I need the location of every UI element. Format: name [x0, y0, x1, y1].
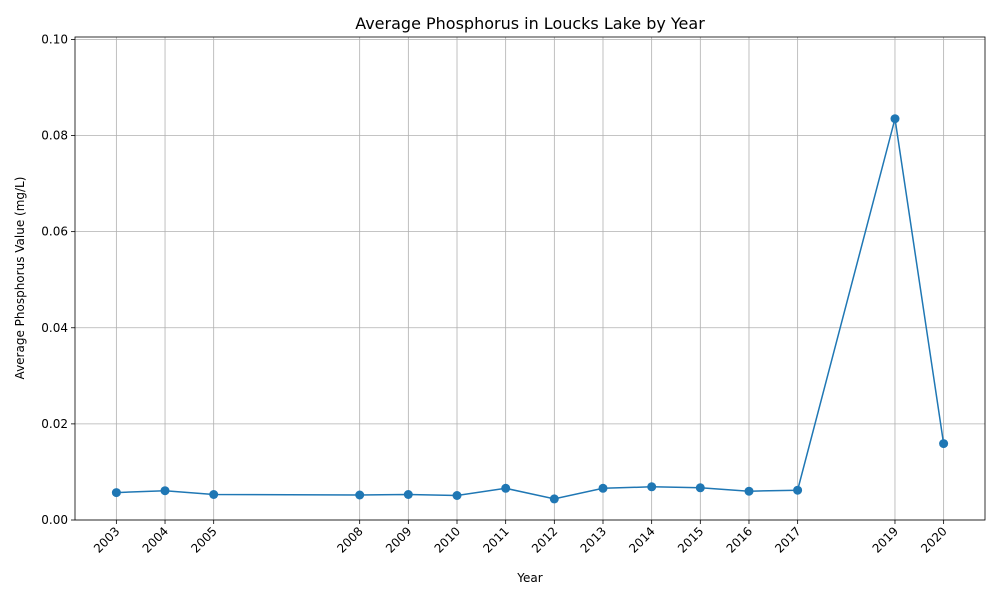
data-point	[209, 490, 219, 499]
x-tick-label: 2005	[188, 524, 219, 555]
data-point	[403, 490, 413, 499]
x-tick-label: 2011	[480, 524, 511, 555]
data-point	[501, 483, 511, 493]
x-tick-label: 2013	[578, 524, 609, 555]
data-point	[111, 488, 121, 498]
y-tick-label: 0.08	[41, 129, 68, 143]
x-tick-label: 2009	[383, 524, 414, 555]
y-tick-label: 0.00	[41, 513, 68, 527]
data-point	[939, 439, 949, 449]
plot-frame	[74, 36, 986, 521]
x-tick-label: 2008	[334, 524, 365, 555]
x-tick-label: 2004	[140, 524, 171, 555]
data-point	[355, 490, 365, 500]
x-tick-label: 2015	[675, 524, 706, 555]
data-point	[598, 483, 608, 493]
grid-lines	[75, 37, 985, 521]
x-tick-label: 2003	[91, 524, 122, 555]
x-tick-label: 2014	[626, 524, 657, 555]
series-line	[116, 118, 945, 500]
data-point	[549, 494, 559, 504]
axis-ticks: 2003 2004 2005 2008 2009 2010 2011 2012 2013 2014…	[41, 32, 949, 555]
data-point	[160, 486, 170, 496]
y-tick-label: 0.04	[41, 321, 68, 335]
data-point	[647, 482, 657, 492]
data-point	[890, 114, 900, 124]
y-tick-label: 0.06	[41, 225, 68, 239]
y-tick-label: 0.10	[41, 32, 68, 46]
x-tick-label: 2020	[918, 524, 949, 555]
data-point	[744, 486, 754, 496]
y-tick-label: 0.02	[41, 417, 68, 431]
data-point	[695, 483, 705, 493]
series-phosphorus	[111, 114, 949, 504]
data-point	[793, 485, 803, 495]
x-tick-label: 2012	[529, 524, 560, 555]
y-axis-label: Average Phosphorus Value (mg/L)	[13, 177, 27, 380]
x-axis-label: Year	[516, 571, 542, 585]
data-point	[452, 491, 462, 500]
x-tick-label: 2016	[724, 524, 755, 555]
chart-title: Average Phosphorus in Loucks Lake by Yea…	[355, 14, 705, 33]
x-tick-label: 2010	[432, 524, 463, 555]
x-tick-label: 2017	[772, 524, 803, 555]
x-tick-label: 2019	[870, 524, 901, 555]
